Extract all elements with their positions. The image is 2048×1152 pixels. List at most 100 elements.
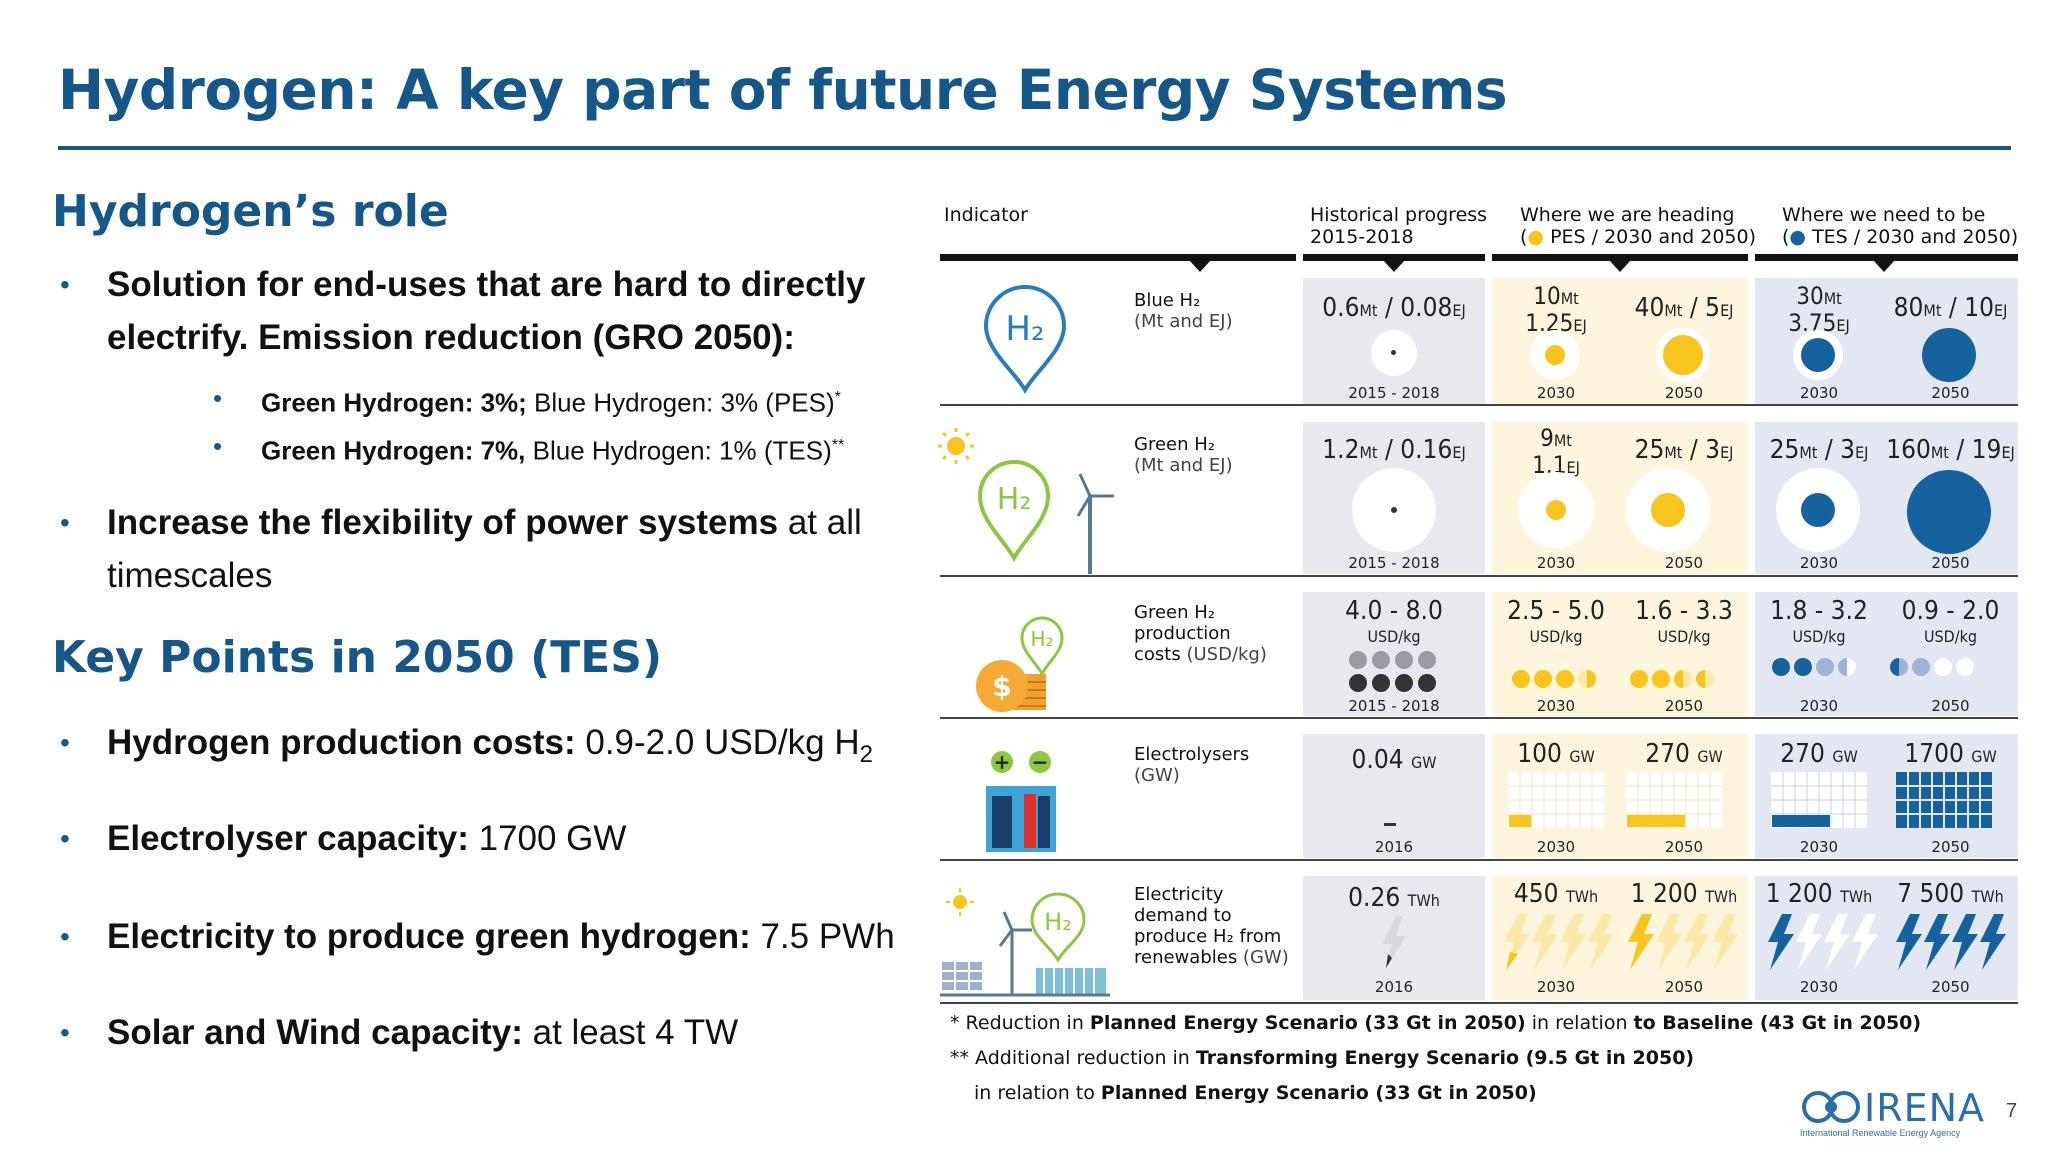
elec-hist-bar	[1384, 823, 1396, 826]
bullet-dot: •	[60, 507, 70, 538]
bullet-bold: Electricity to produce green hydrogen:	[107, 917, 751, 956]
elec-pes-2030-grid	[1508, 772, 1604, 828]
green-pes-2030-dot	[1546, 500, 1566, 520]
row-divider	[940, 859, 2018, 861]
demand-pes-2030-value: 450 TWh	[1513, 879, 1599, 909]
year-label: 2016	[1374, 838, 1414, 856]
sub-bullet-bold: Green Hydrogen: 3%;	[261, 387, 527, 418]
svg-text:−: −	[1032, 750, 1049, 774]
cell-tes	[1755, 592, 2018, 716]
elec-pes-2050-grid	[1626, 772, 1722, 828]
indicator-blue-h2: Blue H₂ (Mt and EJ)	[1134, 290, 1233, 332]
svg-text:+: +	[994, 750, 1011, 774]
electrolyser-battery-icon: + −	[986, 750, 1056, 852]
yellow-dot-icon: ●	[1527, 226, 1545, 248]
demand-pes-2050-bolts-icon	[1628, 914, 1738, 970]
header-bar-tes	[1755, 254, 2018, 261]
row-divider	[940, 1002, 2018, 1004]
year-label: 2050	[1664, 978, 1704, 996]
globe-logo-icon	[1802, 1091, 1860, 1123]
year-label: 2015 - 2018	[1348, 697, 1440, 715]
header-bar-historical	[1303, 254, 1485, 261]
bullet-bold: Hydrogen production costs:	[107, 723, 576, 762]
indicator-label: costs	[1134, 644, 1181, 665]
demand-tes-2050-value: 7 500 TWh	[1897, 879, 2004, 909]
year-label: 2050	[1664, 838, 1704, 856]
bullet-bold: Increase the flexibility of power system…	[107, 503, 779, 542]
blue-tes-2050-value: 80Mt / 10EJ	[1893, 293, 2008, 323]
bullet-dot: •	[60, 823, 70, 854]
year-label: 2050	[1931, 838, 1970, 856]
year-label: 2050	[1664, 697, 1704, 715]
indicator-unit: (Mt and EJ)	[1134, 455, 1233, 476]
green-tes-2050-dot	[1907, 470, 1991, 554]
header-historical-title: Historical progress	[1310, 204, 1488, 226]
demand-tes-2050-bolts-icon	[1896, 914, 2006, 970]
cost-tes-2050-value: 0.9 - 2.0 USD/kg	[1901, 596, 2000, 646]
bullet-text: 1700 GW	[468, 819, 627, 858]
green-tes-2050-value: 160Mt / 19EJ	[1886, 435, 2015, 465]
svg-text:H₂: H₂	[1005, 309, 1044, 349]
cost-tes-2030-coins	[1772, 658, 1856, 676]
demand-pes-2050-value: 1 200 TWh	[1630, 879, 1738, 909]
paren: (	[1782, 226, 1790, 248]
indicator-label: production	[1134, 623, 1231, 644]
header-indicator: Indicator	[944, 204, 1028, 226]
elec-pes-2030-value: 100 GW	[1517, 739, 1595, 769]
green-hist-dot	[1391, 507, 1397, 513]
footnote-mark: **	[831, 437, 845, 454]
cost-pes-2030-coins	[1512, 670, 1596, 688]
page-number: 7	[2006, 1100, 2018, 1122]
blue-hist-value: 0.6Mt / 0.08EJ	[1322, 293, 1466, 323]
green-hist-value: 1.2Mt / 0.16EJ	[1322, 435, 1466, 465]
blue-hist-dot	[1391, 350, 1396, 355]
year-label: 2050	[1931, 697, 1970, 715]
bullet-dot: •	[60, 921, 70, 952]
blue-pes-2030-dot	[1545, 345, 1565, 365]
blue-h2-pin-icon: H₂	[983, 285, 1067, 394]
logo-subtext: International Renewable Energy Agency	[1800, 1128, 1961, 1138]
year-label: 2030	[1536, 838, 1576, 856]
cell-pes	[1492, 592, 1748, 716]
footnote-mark: *	[834, 389, 841, 406]
bullet-bold: Electrolyser capacity:	[107, 819, 469, 858]
demand-hist-bolt-icon	[1382, 916, 1406, 968]
header-tes-sub: TES / 2030 and 2050)	[1812, 226, 2019, 248]
footnote-1: * Reduction in Planned Energy Scenario (…	[950, 1012, 1922, 1034]
demand-pes-2030-bolts-icon	[1504, 914, 1614, 970]
header-bar-pes	[1492, 254, 1748, 261]
cost-tes-2050-coins	[1890, 658, 1974, 676]
bullet-dot: •	[60, 269, 70, 300]
cost-pes-2050-value: 1.6 - 3.3 USD/kg	[1635, 596, 1733, 646]
cost-hist-value: 4.0 - 8.0 USD/kg	[1345, 596, 1443, 646]
row-divider	[940, 575, 2018, 577]
header-pointer	[1383, 260, 1405, 272]
year-label: 2030	[1799, 554, 1839, 572]
demand-hist-value: 0.26 TWh	[1348, 883, 1440, 913]
elec-pes-2050-value: 270 GW	[1645, 739, 1723, 769]
sub-bullet-text: Blue Hydrogen: 1% (TES)	[525, 435, 832, 466]
bullet-text: at least 4 TW	[522, 1013, 739, 1052]
bullet-dot: •	[213, 431, 223, 461]
indicator-green-h2: Green H₂ (Mt and EJ)	[1134, 434, 1233, 476]
svg-text:H₂: H₂	[1030, 627, 1053, 651]
logo-text: IRENA	[1864, 1086, 1986, 1130]
header-historical: Historical progress 2015-2018	[1310, 204, 1487, 248]
demand-tes-2030-value: 1 200 TWh	[1765, 879, 1873, 909]
paren: (	[1520, 226, 1528, 248]
indicator-unit: (USD/kg)	[1180, 644, 1267, 665]
blue-tes-2030-dot	[1801, 338, 1835, 372]
indicator-unit: (GW)	[1134, 765, 1180, 786]
renewable-electricity-icon: H₂	[940, 888, 1110, 997]
header-pes-title: Where we are heading	[1520, 204, 1735, 226]
year-label: 2050	[1931, 978, 1970, 996]
elec-tes-2030-grid	[1771, 772, 1867, 828]
elec-tes-2030-value: 270 GW	[1780, 739, 1858, 769]
green-pes-2050-value: 25Mt / 3EJ	[1634, 435, 1734, 465]
footnote-3: in relation to Planned Energy Scenario (…	[974, 1082, 1537, 1104]
indicator-label: renewables	[1134, 947, 1238, 968]
indicator-electrolysers: Electrolysers (GW)	[1134, 744, 1249, 786]
blue-dot-icon: ●	[1789, 226, 1807, 248]
indicator-label: Green H₂	[1134, 602, 1215, 623]
indicator-cost: Green H₂ production costs (USD/kg)	[1134, 602, 1267, 665]
